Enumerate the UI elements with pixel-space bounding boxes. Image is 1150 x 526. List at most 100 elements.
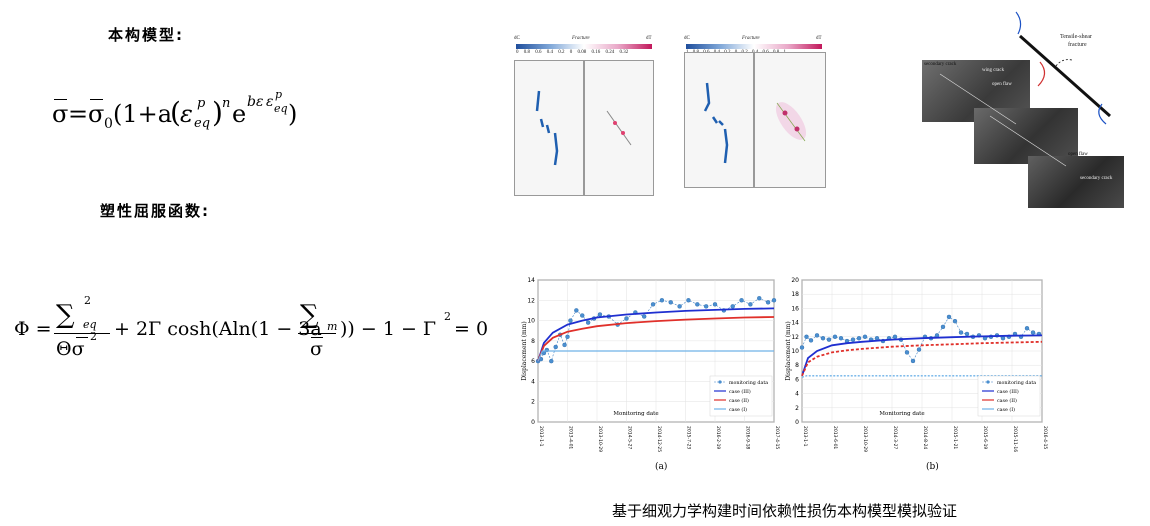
data-point	[703, 304, 709, 309]
y-tick-label: 6	[795, 376, 799, 383]
legend-marker	[718, 380, 722, 384]
data-point	[585, 320, 591, 325]
data-point	[748, 302, 753, 307]
eq2-sum2-sub: m	[327, 320, 338, 333]
data-point	[565, 334, 570, 340]
data-point	[958, 330, 964, 335]
data-point	[904, 350, 910, 355]
data-point	[814, 333, 820, 338]
fracture-colorbar-1: Fracture dC dT 0 0.8 0.6 0.4 0.2 0 0.08 …	[514, 36, 654, 58]
fracture-panel-1a	[514, 60, 584, 196]
data-point	[549, 358, 554, 364]
data-point	[695, 302, 700, 307]
data-point	[712, 302, 718, 307]
eq1-lhs-bar	[54, 99, 67, 100]
eq2-den: Θσ	[56, 338, 85, 360]
y-tick-label: 14	[791, 320, 799, 327]
series-line-3	[537, 350, 774, 362]
data-point	[765, 300, 771, 305]
photo-3	[1028, 156, 1124, 208]
data-point	[1030, 330, 1036, 335]
data-point	[799, 345, 805, 350]
y-tick-label: 6	[531, 358, 535, 365]
eq1-exp-eq: eq	[274, 102, 288, 115]
y-tick-label: 8	[531, 338, 535, 345]
eq1-exp-b: bε	[247, 94, 264, 110]
data-point	[916, 347, 922, 352]
y-axis-label: Displacement (mm)	[785, 321, 792, 381]
photo-2	[974, 108, 1078, 164]
data-point	[964, 331, 970, 337]
eq1-e: e	[232, 100, 247, 128]
fracture-title-1: Fracture	[572, 36, 590, 41]
y-tick-label: 12	[791, 334, 799, 341]
eq1-eq-sub: eq	[194, 116, 211, 131]
series-line-2	[801, 340, 1043, 377]
eq1-p-sup: p	[197, 96, 206, 111]
x-axis-label: Monitoring date	[879, 411, 924, 417]
eq2-den2: σ	[310, 338, 323, 360]
eq2-tail-sup: 2	[444, 310, 451, 323]
data-point	[952, 318, 958, 324]
x-tick-label: 2016-9-18	[745, 426, 751, 449]
x-tick-label: 2015-6-19	[982, 426, 988, 449]
x-tick-label: 2014-12-25	[656, 426, 662, 452]
y-tick-label: 16	[791, 305, 799, 312]
constitutive-equation: σ = σ 0 (1+a ( ε eq p ) n e bε ε p eq )	[52, 88, 372, 146]
eq2-mid: + 2Γ cosh(Aln(1 − 3a	[114, 318, 322, 340]
x-tick-label: 2013-6-01	[832, 426, 838, 449]
x-tick-label: 2013-10-29	[597, 426, 603, 452]
yield-function-label: 塑性屈服函数:	[100, 202, 210, 220]
x-tick-label: 2015-7-23	[686, 426, 692, 449]
x-tick-label: 2014-5-27	[627, 426, 633, 449]
fracture-panel-1b	[584, 60, 654, 196]
data-point	[838, 336, 844, 341]
y-tick-label: 0	[531, 419, 535, 426]
x-tick-label: 2015-11-16	[1012, 426, 1018, 452]
eq1-sub0: 0	[104, 116, 113, 132]
data-point	[739, 298, 744, 303]
data-point	[562, 342, 567, 348]
eq1-n: n	[222, 96, 231, 111]
data-point	[757, 296, 762, 301]
eq1-exp-e: ε	[266, 94, 274, 110]
experiment-photo-group: Tensile-shear fracture secondary crack w…	[920, 6, 1126, 208]
x-tick-label: 2013-1-1	[802, 426, 808, 447]
data-point	[1024, 326, 1030, 331]
eq2-den-sup: 2	[90, 330, 97, 343]
x-tick-label: 2013-1-1	[538, 426, 544, 447]
figure-caption: 基于细观力学构建时间依赖性损伤本构模型模拟验证	[612, 502, 958, 520]
eq1-eqsign: =	[68, 100, 89, 128]
photo-label-2: wing crack	[982, 68, 1005, 73]
photo-label-5: secondary crack	[1080, 176, 1113, 181]
data-point	[597, 312, 603, 317]
data-point	[910, 358, 916, 364]
x-tick-label: 2017-4-15	[774, 426, 780, 449]
x-tick-label: 2015-1-21	[952, 426, 958, 449]
fracture-ticks-1: 0 0.8 0.6 0.4 0.2 0 0.08 0.16 0.24 0.32	[516, 50, 629, 55]
fracture-panel-2a	[684, 52, 754, 188]
chart-a: 0 2 4 6 8 10 12 14 2013-1-1 2013-4-01 2013-10-29 20…	[521, 277, 780, 452]
photo-label-3: open flaw	[992, 82, 1012, 87]
eq2-sum1: ∑	[56, 300, 75, 330]
eq1-tail: )	[288, 100, 298, 128]
data-point	[580, 313, 585, 318]
chart-a-caption: (a)	[655, 462, 668, 472]
eq1-lhs: σ	[52, 100, 69, 128]
y-tick-label: 0	[795, 419, 799, 426]
data-point	[808, 338, 814, 343]
legend-label: monitoring data	[729, 380, 768, 386]
photo-label-4: open flaw	[1068, 152, 1088, 157]
data-point	[574, 308, 579, 313]
legend-label: case (II)	[729, 397, 749, 404]
fracture-right-label-2: dT	[816, 36, 822, 41]
data-point	[850, 337, 856, 342]
data-point	[832, 334, 838, 340]
y-tick-label: 2	[795, 405, 799, 412]
photo-label-1: secondary crack	[924, 62, 957, 67]
eq1-eps: ε	[180, 100, 193, 128]
fracture-left-label-2: dC	[684, 36, 690, 41]
eq2-sum2: ∑	[300, 300, 319, 330]
fracture-panel-2b	[754, 52, 826, 188]
y-tick-label: 10	[527, 318, 535, 325]
